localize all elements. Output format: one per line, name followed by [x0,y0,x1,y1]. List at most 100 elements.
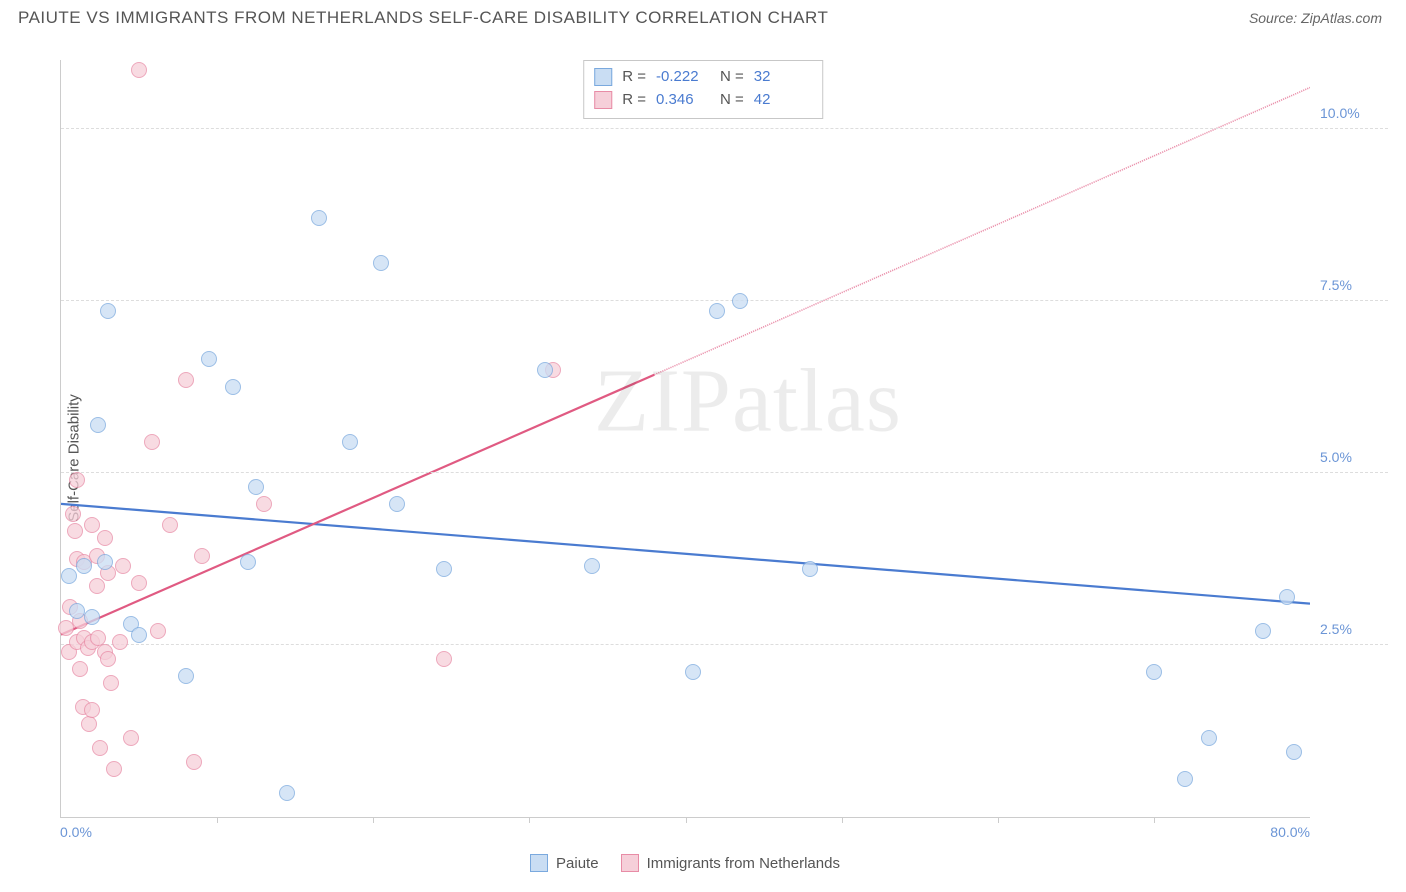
legend-label: Paiute [556,855,599,872]
x-tick-mark [686,817,687,823]
stats-row: R = -0.222 N = 32 [594,65,808,88]
scatter-point [1201,730,1217,746]
y-tick-label: 10.0% [1320,105,1380,121]
scatter-point [373,255,389,271]
scatter-point [150,623,166,639]
gridline [61,128,1388,129]
x-tick-mark [842,817,843,823]
scatter-point [178,668,194,684]
correlation-stats-box: R = -0.222 N = 32 R = 0.346 N = 42 [583,60,823,119]
scatter-point [123,730,139,746]
scatter-point [240,554,256,570]
scatter-point [131,627,147,643]
scatter-point [100,651,116,667]
r-value: -0.222 [656,65,710,88]
scatter-point [97,554,113,570]
x-tick-label: 0.0% [60,824,92,840]
y-tick-label: 5.0% [1320,449,1380,465]
n-label: N = [720,65,744,88]
scatter-point [92,740,108,756]
scatter-point [685,664,701,680]
scatter-point [103,675,119,691]
scatter-point [106,761,122,777]
scatter-point [186,754,202,770]
y-tick-label: 7.5% [1320,277,1380,293]
series-swatch [594,68,612,86]
scatter-point [225,379,241,395]
x-tick-mark [217,817,218,823]
r-label: R = [622,65,646,88]
chart-title: PAIUTE VS IMMIGRANTS FROM NETHERLANDS SE… [18,8,828,28]
scatter-point [1279,589,1295,605]
chart-area: Self-Care Disability ZIPatlas 2.5%5.0%7.… [18,42,1388,874]
legend-label: Immigrants from Netherlands [647,855,840,872]
scatter-point [69,472,85,488]
scatter-point [201,351,217,367]
scatter-point [84,609,100,625]
scatter-point [97,530,113,546]
scatter-point [84,517,100,533]
series-swatch [594,91,612,109]
x-tick-mark [1154,817,1155,823]
scatter-point [162,517,178,533]
x-tick-mark [373,817,374,823]
legend-item: Paiute [530,854,599,872]
scatter-point [89,578,105,594]
gridline [61,472,1388,473]
scatter-point [279,785,295,801]
scatter-point [90,417,106,433]
scatter-point [112,634,128,650]
scatter-point [100,303,116,319]
trend-lines [61,60,1310,817]
stats-row: R = 0.346 N = 42 [594,88,808,111]
scatter-point [436,651,452,667]
chart-header: PAIUTE VS IMMIGRANTS FROM NETHERLANDS SE… [0,0,1406,38]
plot-region: ZIPatlas 2.5%5.0%7.5%10.0% [60,60,1310,818]
scatter-point [342,434,358,450]
scatter-point [389,496,405,512]
scatter-point [144,434,160,450]
scatter-point [65,506,81,522]
scatter-point [1177,771,1193,787]
scatter-point [584,558,600,574]
scatter-point [131,62,147,78]
n-value: 42 [754,88,808,111]
scatter-point [311,210,327,226]
y-tick-label: 2.5% [1320,621,1380,637]
scatter-point [72,661,88,677]
scatter-point [115,558,131,574]
source-attribution: Source: ZipAtlas.com [1249,10,1382,26]
gridline [61,644,1388,645]
scatter-point [194,548,210,564]
scatter-point [1146,664,1162,680]
legend-swatch [621,854,639,872]
scatter-point [732,293,748,309]
scatter-point [537,362,553,378]
scatter-point [131,575,147,591]
scatter-point [1255,623,1271,639]
gridline [61,300,1388,301]
scatter-point [67,523,83,539]
scatter-point [248,479,264,495]
n-label: N = [720,88,744,111]
legend-item: Immigrants from Netherlands [621,854,840,872]
n-value: 32 [754,65,808,88]
chart-legend: Paiute Immigrants from Netherlands [60,854,1310,872]
scatter-point [178,372,194,388]
scatter-point [69,603,85,619]
watermark-text: ZIPatlas [594,349,902,452]
x-axis-labels: 0.0% 80.0% [60,824,1310,844]
legend-swatch [530,854,548,872]
scatter-point [709,303,725,319]
scatter-point [81,716,97,732]
scatter-point [802,561,818,577]
r-label: R = [622,88,646,111]
scatter-point [436,561,452,577]
scatter-point [84,702,100,718]
x-tick-mark [529,817,530,823]
x-tick-mark [998,817,999,823]
r-value: 0.346 [656,88,710,111]
scatter-point [61,568,77,584]
x-tick-label: 80.0% [1270,824,1310,840]
scatter-point [1286,744,1302,760]
